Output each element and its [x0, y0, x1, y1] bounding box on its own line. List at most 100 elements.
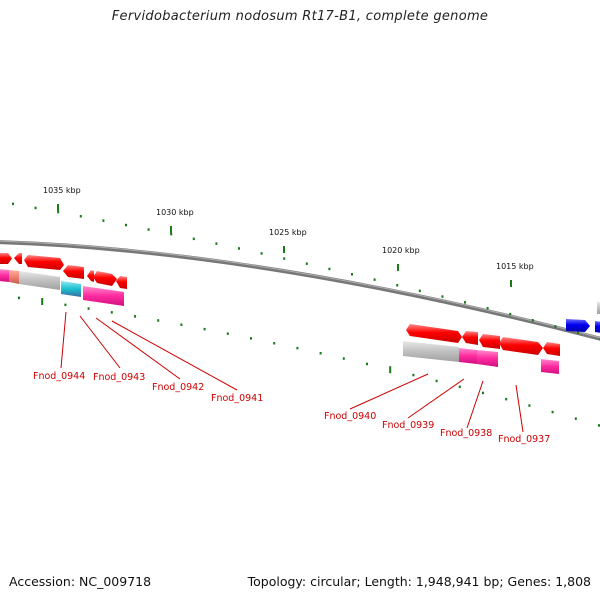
gene-arrow[interactable]: [595, 321, 600, 333]
cog-block[interactable]: [477, 350, 498, 367]
minor-tick: [505, 397, 508, 401]
gene-arrow[interactable]: [499, 337, 543, 355]
gene-label[interactable]: Fnod_0937: [498, 434, 550, 445]
genome-backbone: [0, 240, 600, 341]
minor-tick: [226, 332, 229, 335]
gene-arrow[interactable]: [566, 319, 590, 332]
minor-tick: [296, 346, 299, 350]
minor-tick: [528, 404, 531, 407]
minor-tick: [305, 262, 308, 265]
minor-tick: [192, 237, 195, 241]
leader-line: [407, 378, 465, 419]
minor-tick: [319, 352, 322, 355]
minor-tick: [458, 385, 461, 389]
minor-tick: [328, 267, 331, 271]
minor-tick: [12, 202, 14, 206]
leader-line: [95, 317, 181, 380]
map-title: Fervidobacterium nodosum Rt17-B1, comple…: [111, 9, 489, 24]
cog-block[interactable]: [83, 286, 124, 306]
scale-label: 1015 kbp: [496, 262, 534, 271]
gene-arrow[interactable]: [462, 331, 478, 345]
gene-arrow[interactable]: [479, 334, 500, 349]
minor-tick: [342, 357, 345, 360]
gene-arrow[interactable]: [63, 265, 84, 279]
gene-track-forward: [0, 253, 600, 356]
minor-tick: [203, 327, 206, 331]
cog-block[interactable]: [541, 359, 559, 374]
accession-text: Accession: NC_009718: [9, 574, 152, 589]
minor-tick: [283, 257, 286, 260]
leader-line: [349, 373, 429, 410]
gene-arrow[interactable]: [93, 271, 117, 286]
minor-tick: [110, 311, 113, 314]
minor-tick: [157, 319, 160, 322]
gene-arrow[interactable]: [116, 276, 127, 289]
scale-label: 1030 kbp: [156, 208, 194, 217]
minor-tick: [79, 215, 82, 218]
leader-line: [466, 380, 484, 429]
major-tick: [283, 246, 285, 253]
minor-tick: [366, 362, 368, 366]
minor-tick: [412, 373, 415, 377]
minor-tick: [102, 219, 105, 222]
gene-labels: Fnod_0944 Fnod_0943 Fnod_0942 Fnod_0941 …: [33, 371, 550, 445]
scale-ticks-upper: [12, 202, 600, 341]
gene-arrow[interactable]: [87, 270, 94, 282]
minor-tick: [598, 424, 600, 427]
gene-label[interactable]: Fnod_0940: [324, 411, 376, 422]
minor-tick: [482, 391, 484, 395]
leader-line: [111, 320, 238, 391]
minor-tick: [125, 223, 127, 227]
minor-tick: [180, 323, 183, 326]
gene-label[interactable]: Fnod_0944: [33, 371, 85, 382]
minor-tick: [351, 273, 353, 276]
genome-summary-text: Topology: circular; Length: 1,948,941 bp…: [247, 574, 591, 589]
major-tick: [41, 298, 44, 305]
minor-tick: [250, 337, 252, 340]
gene-arrow[interactable]: [543, 342, 560, 356]
cog-block[interactable]: [0, 269, 9, 282]
minor-tick: [441, 295, 444, 298]
minor-tick: [396, 284, 399, 287]
scale-label: 1035 kbp: [43, 186, 81, 195]
minor-tick: [215, 242, 218, 245]
cog-block[interactable]: [9, 270, 19, 284]
minor-tick: [18, 296, 20, 300]
minor-tick: [554, 325, 557, 328]
gene-arrow[interactable]: [597, 302, 600, 314]
gene-label[interactable]: Fnod_0938: [440, 428, 492, 439]
major-tick: [170, 226, 172, 233]
gene-arrow[interactable]: [0, 253, 12, 264]
gene-label[interactable]: Fnod_0939: [382, 420, 434, 431]
minor-tick: [134, 315, 136, 318]
minor-tick: [509, 312, 512, 316]
major-tick: [57, 204, 59, 211]
label-leaders: [60, 311, 524, 433]
minor-tick: [486, 307, 489, 310]
minor-tick: [34, 206, 37, 210]
cog-block[interactable]: [19, 271, 60, 290]
gene-label[interactable]: Fnod_0941: [211, 393, 263, 404]
gene-arrow[interactable]: [14, 253, 22, 264]
scale-label: 1020 kbp: [382, 246, 420, 255]
cog-block[interactable]: [459, 348, 477, 364]
genome-backbone-highlight: [0, 240, 600, 339]
gene-label[interactable]: Fnod_0942: [152, 382, 204, 393]
major-tick: [389, 366, 392, 374]
minor-tick: [170, 232, 173, 236]
major-tick: [510, 280, 512, 287]
leader-line: [60, 311, 67, 369]
minor-tick: [238, 247, 240, 250]
minor-tick: [577, 331, 579, 334]
cog-block[interactable]: [403, 341, 459, 362]
gene-arrow[interactable]: [406, 324, 462, 343]
minor-tick: [574, 417, 577, 420]
cog-block[interactable]: [61, 281, 81, 297]
gene-label[interactable]: Fnod_0943: [93, 372, 145, 383]
major-tick: [397, 264, 399, 271]
minor-tick: [64, 303, 67, 307]
minor-tick: [435, 379, 438, 383]
leader-line: [79, 315, 121, 369]
gene-arrow[interactable]: [24, 255, 64, 270]
